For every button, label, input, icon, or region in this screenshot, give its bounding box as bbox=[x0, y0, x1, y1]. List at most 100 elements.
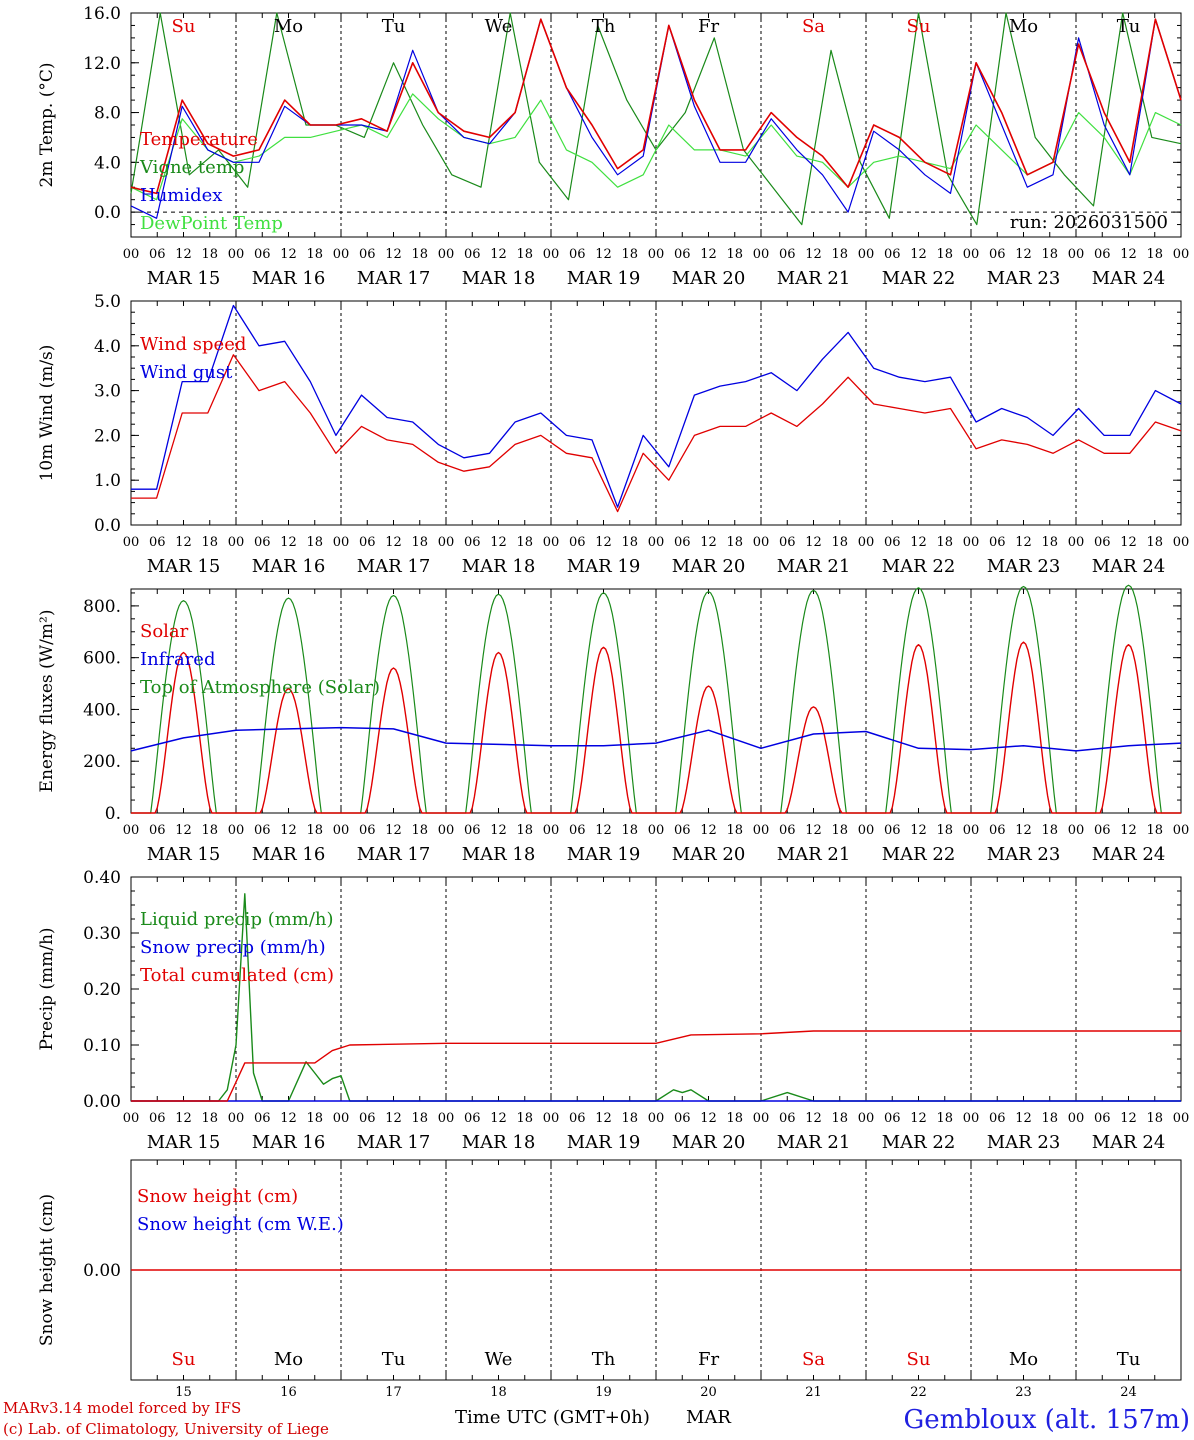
snow-day-number: 19 bbox=[595, 1385, 612, 1400]
energy-y-tick-label: 600. bbox=[83, 649, 121, 669]
energy-series-infrared bbox=[130, 726, 1182, 752]
energy-x-hour-label: 12 bbox=[1015, 823, 1032, 838]
precip-x-hour-label: 00 bbox=[1173, 1111, 1190, 1126]
wind-x-hour-label: 18 bbox=[306, 535, 323, 550]
snow-day-label: Tu bbox=[382, 1349, 406, 1370]
temp-x-hour-label: 12 bbox=[910, 247, 927, 262]
snow-legend-entry: Snow height (cm W.E.) bbox=[137, 1214, 344, 1235]
temp-x-hour-label: 18 bbox=[1041, 247, 1058, 262]
energy-x-hour-label: 06 bbox=[254, 823, 271, 838]
energy-x-hour-label: 12 bbox=[805, 823, 822, 838]
precip-x-hour-label: 06 bbox=[359, 1111, 376, 1126]
energy-x-hour-label: 06 bbox=[569, 823, 586, 838]
temp-x-hour-label: 06 bbox=[569, 247, 586, 262]
temp-x-hour-label: 12 bbox=[490, 247, 507, 262]
temp-x-hour-label: 12 bbox=[1120, 247, 1137, 262]
temp-x-hour-label: 00 bbox=[333, 247, 350, 262]
energy-x-hour-label: 12 bbox=[910, 823, 927, 838]
temp-x-hour-label: 06 bbox=[779, 247, 796, 262]
energy-x-hour-label: 12 bbox=[175, 823, 192, 838]
snow-day-label: Su bbox=[172, 1349, 196, 1370]
wind-x-hour-label: 00 bbox=[1173, 535, 1190, 550]
precip-x-hour-label: 06 bbox=[1094, 1111, 1111, 1126]
wind-legend-entry: Wind speed bbox=[140, 334, 246, 355]
precip-x-hour-label: 18 bbox=[1041, 1111, 1058, 1126]
snow-day-label: Su bbox=[907, 1349, 931, 1370]
wind-x-hour-label: 06 bbox=[149, 535, 166, 550]
temp-x-hour-label: 18 bbox=[516, 247, 533, 262]
wind-x-hour-label: 06 bbox=[884, 535, 901, 550]
temp-x-hour-label: 06 bbox=[884, 247, 901, 262]
energy-x-hour-label: 18 bbox=[1146, 823, 1163, 838]
temp-x-hour-label: 18 bbox=[1146, 247, 1163, 262]
energy-x-hour-label: 06 bbox=[1094, 823, 1111, 838]
temp-x-date-label: MAR 24 bbox=[1092, 268, 1166, 289]
temp-x-hour-label: 00 bbox=[123, 247, 140, 262]
energy-x-hour-label: 18 bbox=[621, 823, 638, 838]
snow-y-axis-label: Snow height (cm) bbox=[37, 1194, 57, 1346]
wind-x-hour-label: 18 bbox=[1041, 535, 1058, 550]
precip-x-date-label: MAR 18 bbox=[462, 1132, 536, 1153]
temp-day-label: Fr bbox=[698, 16, 719, 37]
snow-day-number: 21 bbox=[805, 1385, 822, 1400]
temp-x-hour-label: 06 bbox=[149, 247, 166, 262]
precip-x-date-label: MAR 19 bbox=[567, 1132, 641, 1153]
temp-frame bbox=[130, 12, 1182, 238]
temp-x-hour-label: 12 bbox=[805, 247, 822, 262]
energy-x-hour-label: 18 bbox=[516, 823, 533, 838]
temp-x-date-label: MAR 20 bbox=[672, 268, 746, 289]
precip-x-hour-label: 18 bbox=[936, 1111, 953, 1126]
energy-x-hour-label: 06 bbox=[359, 823, 376, 838]
energy-x-hour-label: 12 bbox=[595, 823, 612, 838]
energy-panel: 0. 200. 400. 600. 800. Energy fluxes (W/m²) 00… bbox=[37, 584, 1189, 865]
wind-x-hour-label: 12 bbox=[700, 535, 717, 550]
precip-x-hour-label: 12 bbox=[175, 1111, 192, 1126]
credit-line-1: MARv3.14 model forced by IFS bbox=[3, 1399, 241, 1417]
wind-x-date-label: MAR 16 bbox=[252, 556, 326, 577]
station-name: Gembloux (alt. 157m) bbox=[904, 1405, 1190, 1435]
temp-x-hour-label: 18 bbox=[201, 247, 218, 262]
wind-x-hour-label: 00 bbox=[753, 535, 770, 550]
precip-x-hour-label: 18 bbox=[516, 1111, 533, 1126]
precip-x-hour-label: 06 bbox=[674, 1111, 691, 1126]
temp-x-hour-label: 00 bbox=[543, 247, 560, 262]
temp-x-hour-label: 12 bbox=[700, 247, 717, 262]
temp-day-label: Th bbox=[592, 16, 616, 37]
energy-x-hour-label: 00 bbox=[543, 823, 560, 838]
energy-x-hour-label: 00 bbox=[228, 823, 245, 838]
temp-legend-entry: DewPoint Temp bbox=[140, 213, 283, 234]
precip-x-date-label: MAR 17 bbox=[357, 1132, 431, 1153]
energy-series-solar bbox=[131, 641, 1181, 814]
precip-x-hour-label: 18 bbox=[726, 1111, 743, 1126]
temp-y-tick-label: 8.0 bbox=[94, 104, 121, 124]
energy-x-hour-label: 18 bbox=[411, 823, 428, 838]
wind-x-date-label: MAR 24 bbox=[1092, 556, 1166, 577]
snow-day-number: 15 bbox=[175, 1385, 192, 1400]
energy-y-tick-label: 400. bbox=[83, 700, 121, 720]
snow-day-label: Mo bbox=[274, 1349, 303, 1370]
wind-y-tick-label: 0.0 bbox=[94, 516, 121, 536]
wind-x-hour-label: 00 bbox=[438, 535, 455, 550]
temp-x-date-label: MAR 18 bbox=[462, 268, 536, 289]
energy-x-hour-label: 12 bbox=[385, 823, 402, 838]
snow-day-number: 18 bbox=[490, 1385, 507, 1400]
energy-y-axis-label: Energy fluxes (W/m²) bbox=[37, 610, 57, 793]
temp-day-label: Su bbox=[172, 16, 196, 37]
temp-x-hour-label: 06 bbox=[254, 247, 271, 262]
temp-legend-entry: Humidex bbox=[140, 185, 222, 206]
wind-x-date-label: MAR 18 bbox=[462, 556, 536, 577]
wind-x-hour-label: 06 bbox=[674, 535, 691, 550]
temp-y-axis-label: 2m Temp. (°C) bbox=[37, 62, 57, 187]
precip-x-date-label: MAR 15 bbox=[147, 1132, 221, 1153]
energy-y-tick-label: 200. bbox=[83, 752, 121, 772]
temp-x-hour-label: 06 bbox=[359, 247, 376, 262]
precip-x-hour-label: 12 bbox=[805, 1111, 822, 1126]
temp-x-hour-label: 06 bbox=[1094, 247, 1111, 262]
wind-x-date-label: MAR 15 bbox=[147, 556, 221, 577]
temp-day-label: Sa bbox=[802, 16, 825, 37]
wind-x-hour-label: 00 bbox=[858, 535, 875, 550]
precip-legend-entry: Liquid precip (mm/h) bbox=[140, 909, 334, 930]
precip-x-hour-label: 00 bbox=[1068, 1111, 1085, 1126]
wind-x-hour-label: 18 bbox=[516, 535, 533, 550]
